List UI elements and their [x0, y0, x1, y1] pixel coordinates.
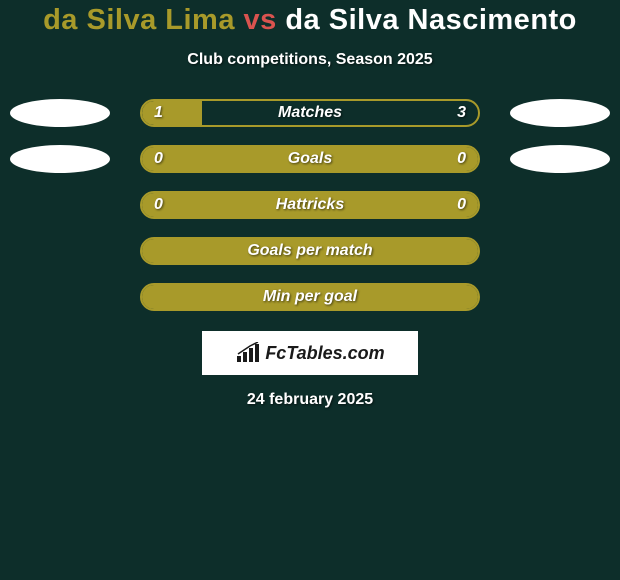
stat-row: Goals per match	[0, 237, 620, 265]
vs-text: vs	[244, 4, 277, 36]
stat-label: Matches	[142, 101, 478, 125]
stat-row: 13Matches	[0, 99, 620, 127]
comparison-card: da Silva Lima vs da Silva Nascimento Clu…	[0, 0, 620, 409]
stat-row: Min per goal	[0, 283, 620, 311]
stat-label: Hattricks	[142, 193, 478, 217]
stat-label: Goals per match	[142, 239, 478, 263]
stat-bar: Goals per match	[140, 237, 480, 265]
chart-icon	[235, 342, 261, 364]
player2-badge	[510, 145, 610, 173]
subtitle: Club competitions, Season 2025	[0, 51, 620, 69]
player1-badge	[10, 145, 110, 173]
stat-bar: Min per goal	[140, 283, 480, 311]
stat-label: Goals	[142, 147, 478, 171]
player1-name: da Silva Lima	[43, 4, 235, 36]
player2-name: da Silva Nascimento	[285, 4, 577, 36]
stat-row: 00Goals	[0, 145, 620, 173]
stat-bar: 00Hattricks	[140, 191, 480, 219]
stat-row: 00Hattricks	[0, 191, 620, 219]
date-text: 24 february 2025	[0, 391, 620, 409]
player2-badge	[510, 99, 610, 127]
logo-badge: FcTables.com	[202, 331, 418, 375]
page-title: da Silva Lima vs da Silva Nascimento	[0, 4, 620, 37]
logo-text: FcTables.com	[265, 343, 384, 364]
stat-label: Min per goal	[142, 285, 478, 309]
stats-list: 13Matches 00Goals 00Hattricks Goals per mat…	[0, 99, 620, 311]
stat-bar: 00Goals	[140, 145, 480, 173]
player1-badge	[10, 99, 110, 127]
stat-bar: 13Matches	[140, 99, 480, 127]
